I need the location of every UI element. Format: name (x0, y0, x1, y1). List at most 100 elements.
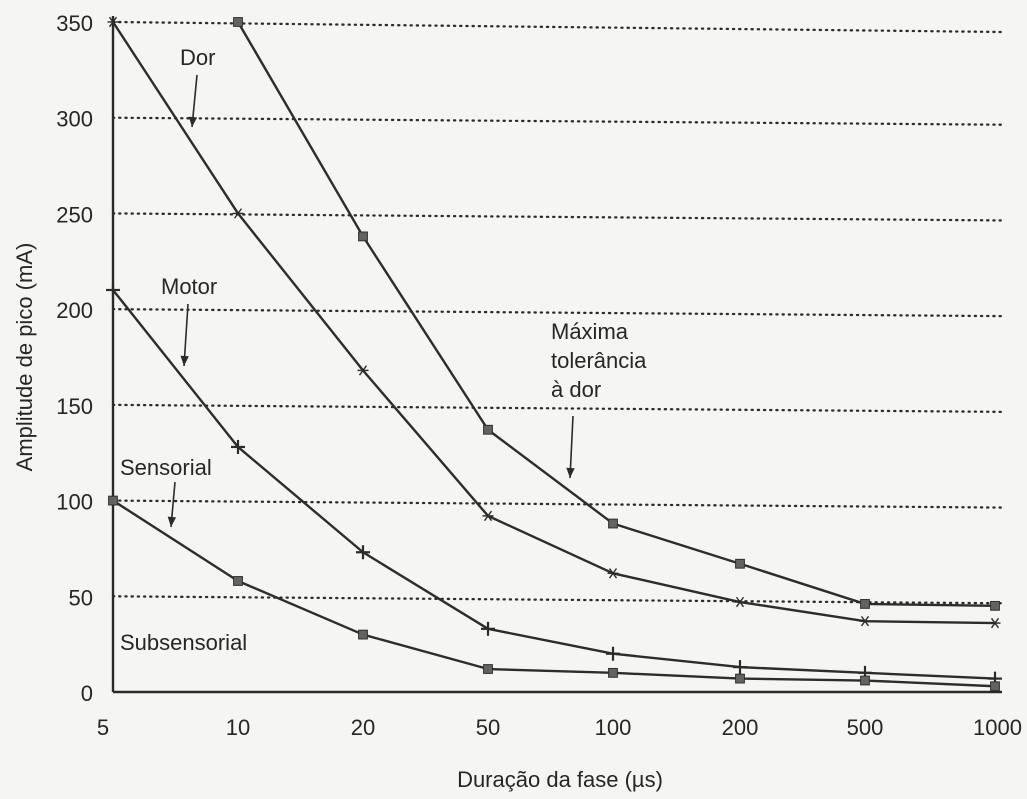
sensorial-point-6 (860, 675, 870, 686)
annotation-sensorial: Sensorial (120, 455, 212, 528)
sensorial-square-marker-1 (233, 576, 243, 586)
dor-point-7 (989, 617, 1001, 629)
x-tick-label-200: 200 (722, 715, 759, 740)
sensorial-point-1 (233, 576, 243, 586)
y-tick-label-100: 100 (56, 490, 93, 515)
motor-line (111, 288, 997, 680)
dor-asterisk-d2-0 (108, 16, 118, 28)
motor-point-4 (606, 646, 620, 661)
sensorial-square-marker-2 (358, 629, 368, 640)
x-tick-label-5: 5 (97, 715, 109, 740)
sensorial-point-3 (483, 664, 493, 674)
dor-point-4 (607, 568, 619, 579)
y-tick-label-200: 200 (56, 298, 93, 323)
annotation-motor-arrow-shaft (183, 303, 189, 367)
annotation-layer: Dor Motor Sensorial Máxima tolerância à dor Su… (120, 45, 647, 655)
dor-point-3 (482, 510, 494, 522)
label-layer: 0 50 100 150 200 250 300 350 5 10 20 50 100 200 500 100… (12, 11, 1022, 792)
dor-asterisk-d2-6 (860, 615, 870, 627)
annotation-maxima: Máxima tolerância à dor (551, 319, 647, 479)
sensorial-point-7 (990, 681, 1000, 692)
annotation-sensorial-arrow-head (167, 516, 177, 527)
annotation-dor: Dor (180, 45, 215, 128)
grid-layer (111, 20, 1004, 605)
dor-asterisk-d2-3 (483, 510, 493, 522)
x-tick-label-10: 10 (226, 715, 250, 740)
annotation-maxima-line-1: tolerância (551, 348, 647, 373)
motor-point-0 (106, 283, 120, 297)
annotation-subsensorial-text: Subsensorial (120, 630, 247, 655)
maxima-tolerancia-a-dor-square-marker-4 (608, 518, 618, 529)
x-tick-label-20: 20 (351, 715, 375, 740)
x-axis-title: Duração da fase (µs) (457, 767, 663, 792)
annotation-subsensorial: Subsensorial (120, 630, 247, 655)
sensorial-square-marker-6 (860, 675, 870, 686)
dor-point-1 (232, 208, 244, 219)
dor-asterisk-d2-1 (233, 208, 243, 219)
marker-layer (106, 16, 1002, 692)
annotation-subsensorial-line-0: Subsensorial (120, 630, 247, 655)
annotation-maxima-text: Máxima tolerância à dor (551, 319, 647, 402)
annotation-motor-arrow-head (180, 355, 189, 366)
sensorial-square-marker-7 (990, 681, 1000, 692)
annotation-maxima-line-2: à dor (551, 377, 601, 402)
annotation-dor-arrow-head (188, 116, 198, 127)
y-gridline-100 (111, 499, 1004, 509)
dor-asterisk-d2-4 (608, 568, 618, 579)
annotation-maxima-line-0: Máxima (551, 319, 629, 344)
annotation-sensorial-line-0: Sensorial (120, 455, 212, 480)
maxima-tolerancia-a-dor-square-marker-7 (990, 600, 1000, 611)
dor-point-2 (357, 365, 369, 376)
dor-asterisk-d2-7 (990, 617, 1000, 629)
y-gridline-150 (111, 403, 1004, 414)
dor-point-0 (107, 16, 119, 28)
motor-point-3 (481, 621, 495, 636)
maxima-tolerancia-a-dor-square-marker-3 (483, 424, 493, 435)
y-gridline-250 (111, 212, 1004, 222)
maxima-tolerancia-a-dor-square-marker-5 (735, 558, 745, 569)
y-tick-label-50: 50 (69, 585, 93, 610)
y-gridline-300 (111, 116, 1004, 126)
annotation-maxima-arrow-head (566, 467, 575, 478)
annotation-maxima-arrow-shaft (569, 415, 574, 479)
dor-line (111, 20, 997, 625)
x-tick-label-1000: 1000 (973, 715, 1022, 740)
sensorial-point-0 (108, 495, 118, 506)
y-gridline-350 (111, 20, 1004, 34)
sensorial-square-marker-0 (108, 495, 118, 506)
annotation-motor: Motor (161, 274, 217, 367)
dor-point-5 (734, 596, 746, 608)
dor-asterisk-d2-5 (735, 596, 745, 608)
maxima-tolerancia-a-dor-point-3 (483, 424, 493, 435)
sensorial-line (111, 499, 997, 688)
dor-point-6 (859, 615, 871, 627)
y-gridline-200 (111, 307, 1004, 318)
annotation-motor-line-0: Motor (161, 274, 217, 299)
y-tick-label-0: 0 (81, 681, 93, 706)
maxima-tolerancia-a-dor-point-4 (608, 518, 618, 529)
y-tick-label-250: 250 (56, 202, 93, 227)
x-tick-label-500: 500 (847, 715, 884, 740)
maxima-tolerancia-a-dor-point-5 (735, 558, 745, 569)
maxima-tolerancia-a-dor-point-1 (233, 17, 243, 27)
annotation-dor-text: Dor (180, 45, 215, 70)
maxima-tolerancia-a-dor-square-marker-1 (233, 17, 243, 27)
sensorial-point-4 (608, 667, 618, 678)
sensorial-point-2 (358, 629, 368, 640)
sensorial-square-marker-3 (483, 664, 493, 674)
annotation-sensorial-text: Sensorial (120, 455, 212, 480)
motor-point-5 (733, 660, 747, 675)
maxima-tolerancia-a-dor-point-6 (860, 599, 870, 609)
x-tick-label-50: 50 (476, 715, 500, 740)
maxima-tolerancia-a-dor-square-marker-2 (358, 231, 368, 242)
sensorial-square-marker-5 (735, 673, 745, 684)
motor-point-2 (356, 545, 370, 560)
axes-layer (111, 16, 1002, 694)
y-gridline-50 (111, 595, 1004, 605)
y-tick-label-150: 150 (56, 394, 93, 419)
maxima-tolerancia-a-dor-point-2 (358, 231, 368, 242)
maxima-tolerancia-a-dor-square-marker-6 (860, 599, 870, 609)
sensorial-square-marker-4 (608, 667, 618, 678)
